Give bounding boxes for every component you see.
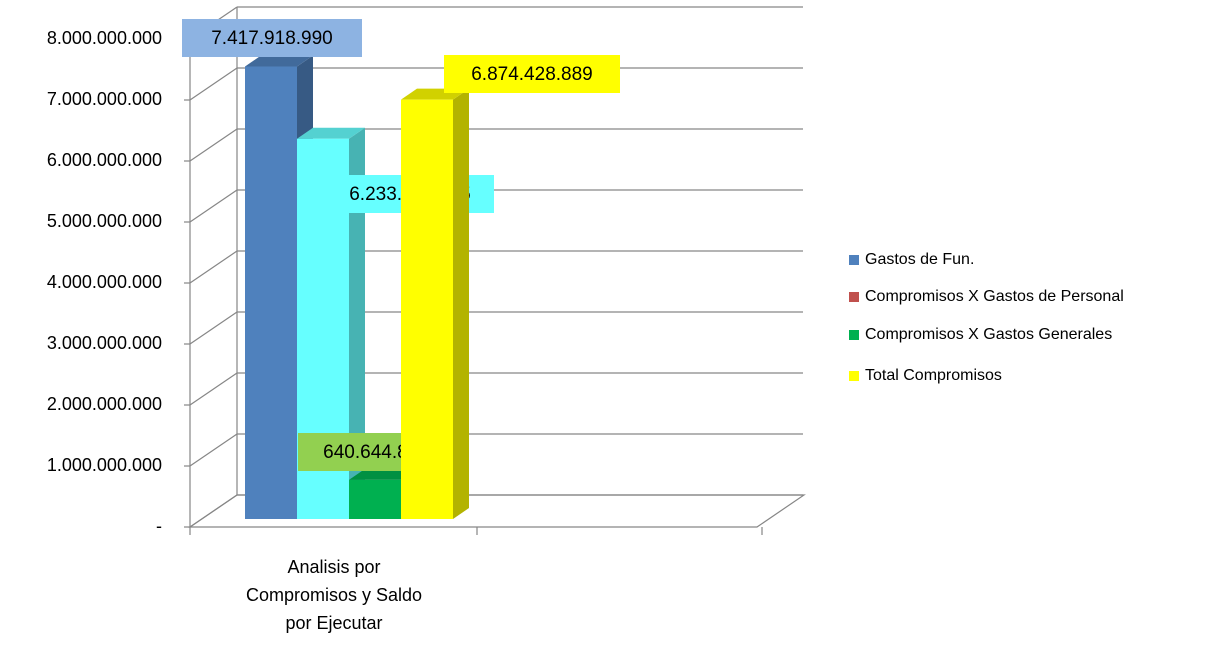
legend-label: Compromisos X Gastos Generales	[865, 326, 1112, 343]
x-tick-label: Analisis por Compromisos y Saldo por Eje…	[245, 557, 423, 633]
grid-line	[189, 189, 238, 223]
legend-swatch	[849, 371, 859, 381]
bar-top	[245, 55, 313, 67]
y-tick-label: 7.000.000.000	[47, 89, 162, 109]
data-label: 6.874.428.889	[471, 64, 593, 85]
bar	[349, 479, 401, 519]
bar-top	[349, 468, 417, 480]
bar-side	[453, 88, 469, 519]
data-label-box	[444, 55, 620, 93]
data-label-box	[182, 19, 362, 57]
y-tick-label: 3.000.000.000	[47, 333, 162, 353]
y-tick-label: 1.000.000.000	[47, 455, 162, 475]
y-tick-label: 8.000.000.000	[47, 28, 162, 48]
y-tick-label: -	[156, 516, 162, 536]
bar	[401, 99, 453, 519]
legend-label: Total Compromisos	[865, 367, 1002, 384]
y-tick-label: 5.000.000.000	[47, 211, 162, 231]
grid-line	[189, 433, 238, 467]
legend-swatch	[849, 330, 859, 340]
bar-side	[349, 127, 365, 520]
legend-label: Compromisos X Gastos de Personal	[865, 288, 1124, 305]
grid-line	[189, 250, 238, 284]
legend-label: Gastos de Fun.	[865, 251, 974, 268]
grid-line	[189, 311, 238, 345]
legend-swatch	[849, 255, 859, 265]
y-tick-label: 6.000.000.000	[47, 150, 162, 170]
grid-line	[189, 128, 238, 162]
grid-line	[189, 67, 238, 101]
bar	[245, 66, 297, 519]
y-tick-label: 4.000.000.000	[47, 272, 162, 292]
data-label: 7.417.918.990	[211, 28, 333, 49]
bar-top	[297, 127, 365, 139]
y-tick-label: 2.000.000.000	[47, 394, 162, 414]
legend-swatch	[849, 292, 859, 302]
grid-line	[189, 494, 238, 528]
grid-line	[189, 372, 238, 406]
